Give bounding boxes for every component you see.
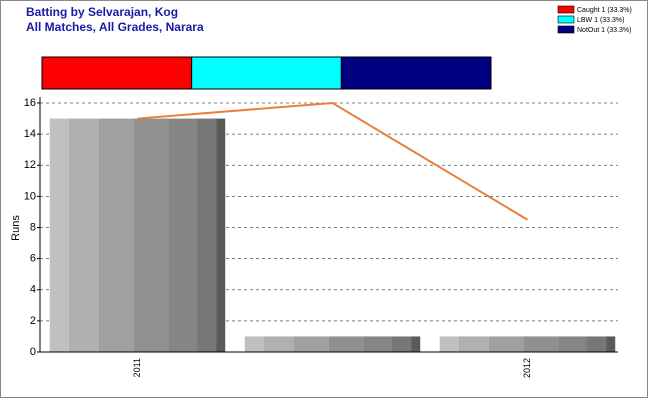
y-tick-label: 4	[30, 284, 36, 296]
legend-label: NotOut 1 (33.3%)	[577, 27, 631, 34]
x-tick-label: 2011	[132, 358, 142, 377]
y-tick-label: 8	[30, 221, 36, 233]
y-tick-label: 12	[24, 159, 36, 171]
bar	[244, 336, 421, 352]
x-tick-label: 2012	[522, 358, 532, 378]
bar	[49, 118, 226, 352]
bar	[439, 336, 616, 352]
y-axis-label: Runs	[10, 215, 22, 241]
y-tick-label: 10	[24, 190, 36, 202]
legend-swatch	[557, 15, 575, 24]
chart-subtitle: All Matches, All Grades, Narara	[26, 20, 204, 34]
y-tick-label: 14	[24, 128, 36, 140]
legend-swatch	[557, 25, 575, 34]
chart-title: Batting by Selvarajan, Kog	[26, 5, 178, 19]
y-tick-label: 0	[30, 346, 36, 358]
y-tick-label: 6	[30, 253, 36, 265]
proportion-segment	[340, 56, 492, 90]
line	[137, 101, 529, 221]
y-tick-label: 2	[30, 315, 36, 327]
proportion-segment	[41, 56, 193, 90]
y-tick-label: 16	[24, 97, 36, 109]
proportion-segment	[191, 56, 342, 90]
legend-label: LBW 1 (33.3%)	[577, 17, 624, 24]
legend-label: Caught 1 (33.3%)	[577, 7, 632, 14]
legend-swatch	[557, 5, 575, 14]
